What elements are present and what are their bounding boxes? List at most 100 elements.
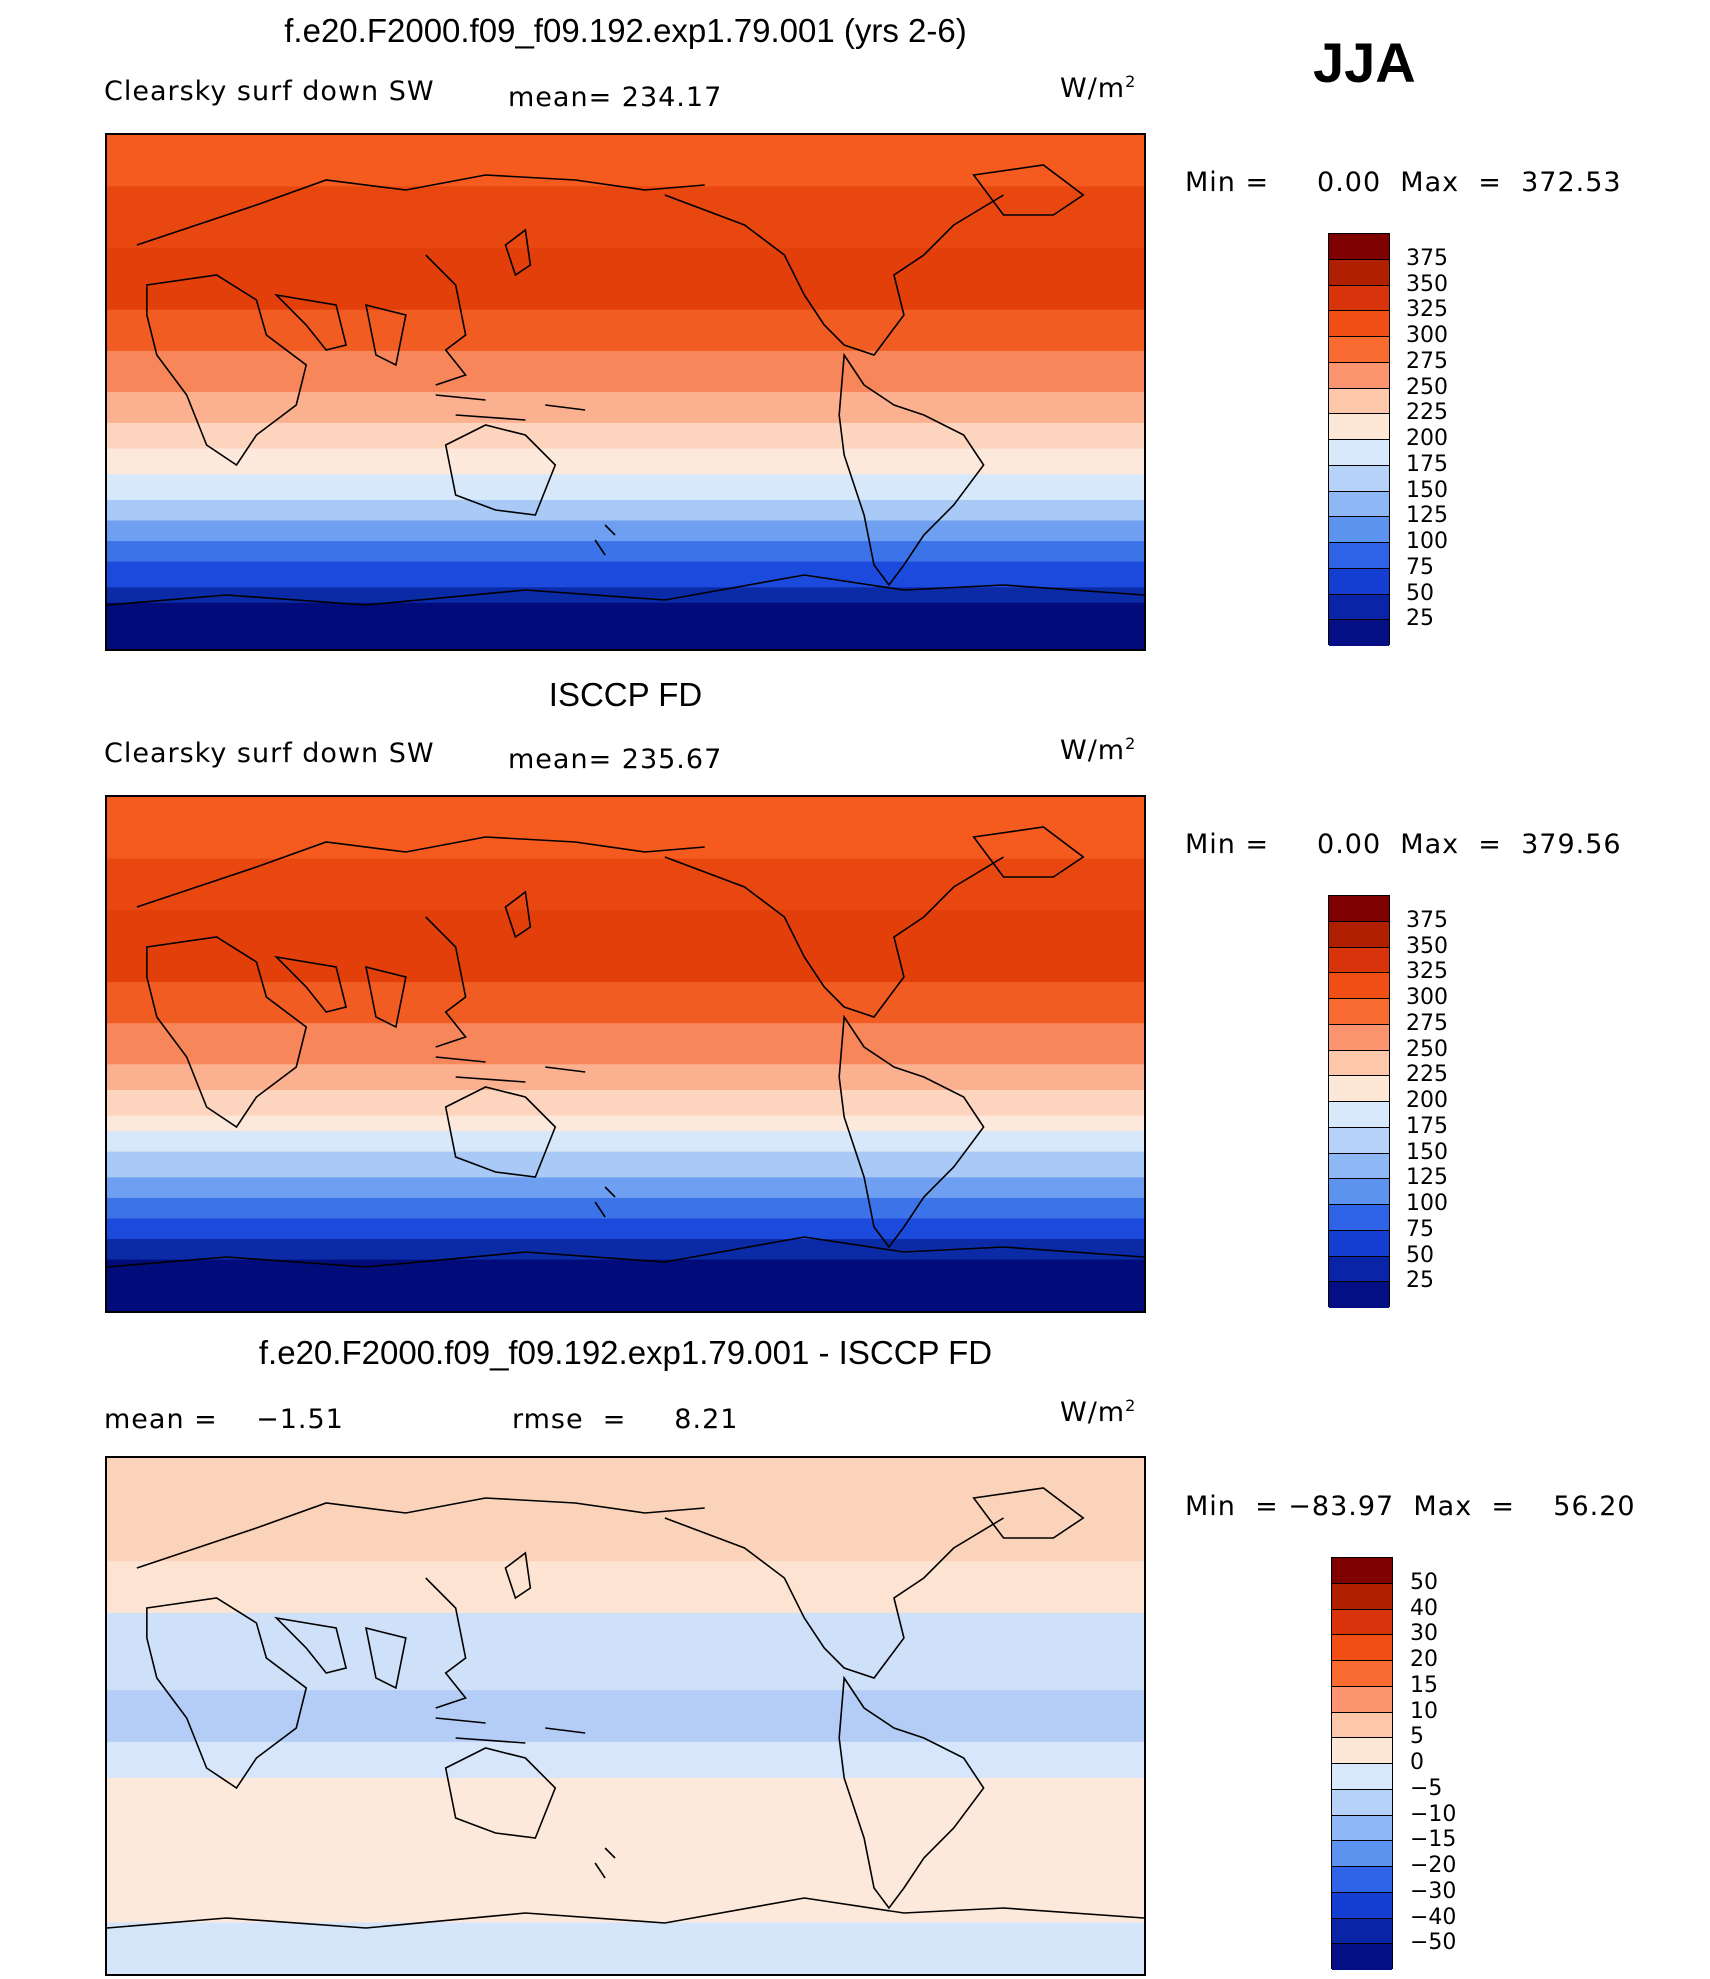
colorbar-swatch	[1332, 1738, 1392, 1764]
colorbar-tick-label: 175	[1406, 1113, 1448, 1139]
colorbar-swatch	[1332, 1892, 1392, 1919]
colorbar-swatch	[1329, 491, 1389, 518]
colorbar-tick-label: 200	[1406, 426, 1448, 451]
colorbar-swatch	[1329, 1050, 1389, 1077]
map-color-band	[107, 1089, 1144, 1117]
panel-2-map	[105, 795, 1146, 1313]
colorbar-swatch	[1332, 1815, 1392, 1842]
colorbar-swatch	[1329, 594, 1389, 621]
map-color-band	[107, 1151, 1144, 1179]
panel-3-mean: mean = −1.51	[104, 1404, 344, 1435]
colorbar-tick-label: 250	[1406, 1036, 1448, 1062]
colorbar-tick-label: 5	[1410, 1724, 1424, 1750]
colorbar-swatch	[1329, 414, 1389, 440]
season-label: JJA	[1313, 31, 1416, 94]
coastline	[972, 1487, 1085, 1539]
panel-3-units: W/m2	[1060, 1396, 1137, 1428]
coastline	[444, 1747, 557, 1839]
colorbar-tick-label: 225	[1406, 400, 1448, 426]
colorbar-swatch	[1329, 1076, 1389, 1102]
colorbar-tick-label: 50	[1406, 580, 1434, 606]
colorbar-swatch	[1329, 973, 1389, 999]
coastline	[664, 194, 1004, 356]
map-color-band	[107, 1690, 1144, 1743]
coastline	[107, 574, 1144, 606]
colorbar-swatch	[1332, 1712, 1392, 1739]
colorbar-tick-label: 125	[1406, 1165, 1448, 1191]
colorbar-swatch	[1332, 1789, 1392, 1816]
coastline	[972, 164, 1085, 216]
map-color-band	[107, 541, 1144, 563]
colorbar-tick-label: 50	[1410, 1569, 1438, 1595]
map-color-band	[107, 499, 1144, 522]
panel-2-minmax: Min = 0.00 Max = 379.56	[1185, 829, 1622, 860]
colorbar-tick-label: 75	[1406, 554, 1434, 580]
colorbar-tick-label: 75	[1406, 1216, 1434, 1242]
colorbar-tick-label: −10	[1410, 1801, 1457, 1827]
colorbar-tick-label: 375	[1406, 245, 1448, 271]
colorbar-swatch	[1329, 568, 1389, 595]
colorbar-swatch	[1329, 999, 1389, 1025]
panel-2-units: W/m2	[1060, 734, 1137, 766]
colorbar-swatch	[1329, 285, 1389, 312]
coastline	[838, 352, 985, 587]
panel-1-colorbar	[1328, 233, 1390, 646]
colorbar-tick-label: 15	[1410, 1672, 1438, 1698]
coastline	[146, 274, 308, 467]
coastline	[594, 524, 616, 556]
coastline	[664, 856, 1004, 1018]
colorbar-swatch	[1332, 1583, 1392, 1610]
colorbar-tick-label: −40	[1410, 1904, 1457, 1930]
colorbar-tick-label: 150	[1406, 1139, 1448, 1165]
coastline	[136, 836, 705, 908]
colorbar-swatch	[1329, 517, 1389, 543]
colorbar-swatch	[1329, 1256, 1389, 1283]
colorbar-swatch	[1329, 362, 1389, 389]
colorbar-swatch	[1329, 1282, 1389, 1308]
panel-2-variable: Clearsky surf down SW	[104, 738, 435, 769]
colorbar-swatch	[1332, 1764, 1392, 1790]
colorbar-tick-label: 25	[1406, 606, 1434, 632]
coastline	[274, 955, 407, 1029]
colorbar-tick-label: 300	[1406, 323, 1448, 348]
coastline	[594, 1847, 616, 1879]
panel-1-minmax: Min = 0.00 Max = 372.53	[1185, 167, 1622, 198]
map-color-band	[107, 982, 1144, 1025]
panel-3-title: f.e20.F2000.f09_f09.192.exp1.79.001 - IS…	[258, 1334, 993, 1371]
coastline	[435, 1056, 586, 1083]
colorbar-swatch	[1329, 234, 1389, 260]
coastline	[146, 936, 308, 1129]
colorbar-tick-label: 125	[1406, 503, 1448, 529]
map-color-band	[107, 1064, 1144, 1091]
coastline	[444, 1086, 557, 1178]
coastline	[504, 890, 532, 939]
coastline	[425, 916, 467, 1048]
colorbar-tick-label: 30	[1410, 1621, 1438, 1647]
coastline	[107, 1236, 1144, 1268]
colorbar-tick-label: 350	[1406, 933, 1448, 959]
panel-1-title: f.e20.F2000.f09_f09.192.exp1.79.001 (yrs…	[284, 12, 967, 49]
colorbar-swatch	[1332, 1867, 1392, 1893]
colorbar-swatch	[1329, 543, 1389, 569]
map-color-band	[107, 587, 1144, 604]
panel-1-units: W/m2	[1060, 72, 1137, 104]
map-color-band	[107, 1131, 1144, 1153]
map-color-band	[107, 1777, 1144, 1924]
colorbar-swatch	[1329, 1205, 1389, 1231]
colorbar-tick-label: 375	[1406, 907, 1448, 933]
colorbar-swatch	[1332, 1918, 1392, 1945]
colorbar-swatch	[1329, 440, 1389, 466]
map-color-band	[107, 561, 1144, 589]
colorbar-tick-label: 10	[1410, 1698, 1438, 1724]
panel-3-colorbar	[1331, 1557, 1393, 1970]
colorbar-tick-label: 40	[1410, 1595, 1438, 1621]
coastline	[274, 1616, 407, 1690]
panel-3-rmse: rmse = 8.21	[512, 1404, 739, 1435]
coastline	[107, 1897, 1144, 1929]
coastline	[972, 826, 1085, 878]
coastline	[594, 1186, 616, 1218]
map-color-band	[107, 602, 1144, 649]
coastline	[444, 424, 557, 516]
panel-3-map	[105, 1456, 1146, 1976]
map-color-band	[107, 448, 1144, 476]
